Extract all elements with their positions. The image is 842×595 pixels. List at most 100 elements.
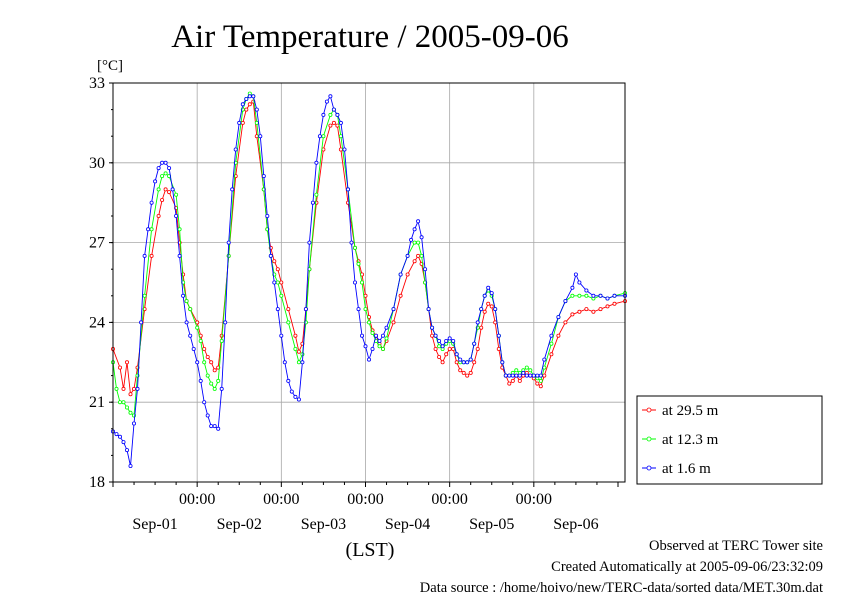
data-point <box>486 301 491 306</box>
y-tick-label: 27 <box>89 235 105 252</box>
data-point <box>279 280 284 285</box>
data-point <box>216 426 221 431</box>
data-point <box>202 400 207 405</box>
data-point <box>240 102 245 107</box>
series-line <box>112 92 626 417</box>
data-point <box>437 344 442 349</box>
data-point <box>286 320 291 325</box>
data-point <box>570 293 575 298</box>
x-tick-label-time: 00:00 <box>516 491 552 508</box>
legend-box <box>636 395 823 485</box>
data-point <box>377 338 382 343</box>
data-point <box>461 360 466 365</box>
data-point <box>293 394 298 399</box>
data-point <box>131 421 136 426</box>
data-point <box>212 368 217 373</box>
data-point <box>472 360 477 365</box>
data-point <box>535 373 540 378</box>
data-point <box>419 235 424 240</box>
data-point <box>317 134 322 139</box>
data-point <box>489 304 494 309</box>
x-tick-label-time: 00:00 <box>431 491 467 508</box>
data-point <box>300 360 305 365</box>
chart-title: Air Temperature / 2005-09-06 <box>171 19 569 55</box>
data-point <box>118 400 123 405</box>
data-point <box>345 187 350 192</box>
data-point <box>177 253 182 258</box>
data-point <box>370 346 375 351</box>
data-point <box>293 346 298 351</box>
data-point <box>296 349 301 354</box>
series-line <box>112 95 625 467</box>
data-point <box>584 288 589 293</box>
data-point <box>563 320 568 325</box>
legend-label: at 29.5 m <box>662 403 719 419</box>
data-point <box>584 293 589 298</box>
data-point <box>444 338 449 343</box>
data-point <box>272 280 277 285</box>
data-point <box>493 307 498 312</box>
data-point <box>549 352 554 357</box>
data-point <box>321 112 326 117</box>
y-tick-label: 33 <box>89 75 105 92</box>
data-point <box>328 94 333 99</box>
data-point <box>416 253 421 258</box>
data-point <box>405 272 410 277</box>
y-tick-label: 21 <box>89 394 105 411</box>
data-point <box>272 259 277 264</box>
data-point <box>598 293 603 298</box>
data-point <box>507 373 512 378</box>
data-point <box>181 272 186 277</box>
data-point <box>430 333 435 338</box>
data-point <box>479 325 484 330</box>
data-point <box>524 373 529 378</box>
footer-source: Data source : /home/hoivo/new/TERC-data/… <box>420 580 823 595</box>
data-point <box>139 320 144 325</box>
data-point <box>177 227 182 232</box>
data-point <box>247 102 252 107</box>
data-point <box>279 333 284 338</box>
data-point <box>174 192 179 197</box>
data-point <box>160 160 165 165</box>
data-point <box>338 134 343 139</box>
data-point <box>258 134 263 139</box>
data-point <box>163 160 168 165</box>
data-point <box>212 386 217 391</box>
data-point <box>149 253 154 258</box>
data-point <box>465 373 470 378</box>
x-tick-label-date: Sep-05 <box>469 516 514 533</box>
data-point <box>458 368 463 373</box>
data-point <box>314 192 319 197</box>
data-point <box>321 134 326 139</box>
data-point <box>461 370 466 375</box>
data-point <box>423 267 428 272</box>
data-point <box>377 344 382 349</box>
data-point <box>556 333 561 338</box>
data-point <box>149 200 154 205</box>
data-point <box>517 378 522 383</box>
data-point <box>605 304 610 309</box>
data-point <box>528 373 533 378</box>
data-point <box>198 338 203 343</box>
data-point <box>510 378 515 383</box>
data-point <box>296 397 301 402</box>
data-point <box>363 293 368 298</box>
data-point <box>184 320 189 325</box>
data-point <box>167 190 172 195</box>
data-point <box>514 373 519 378</box>
data-point <box>363 307 368 312</box>
legend-marker <box>646 465 652 471</box>
data-point <box>205 413 210 418</box>
data-point <box>314 160 319 165</box>
data-point <box>577 309 582 314</box>
x-tick-label-date: Sep-04 <box>385 516 430 533</box>
data-point <box>160 197 165 202</box>
data-point <box>128 463 133 468</box>
data-point <box>412 240 417 245</box>
data-point <box>542 357 547 362</box>
data-point <box>451 338 456 343</box>
data-point <box>198 378 203 383</box>
data-point <box>342 147 347 152</box>
data-point <box>468 370 473 375</box>
data-point <box>482 293 487 298</box>
